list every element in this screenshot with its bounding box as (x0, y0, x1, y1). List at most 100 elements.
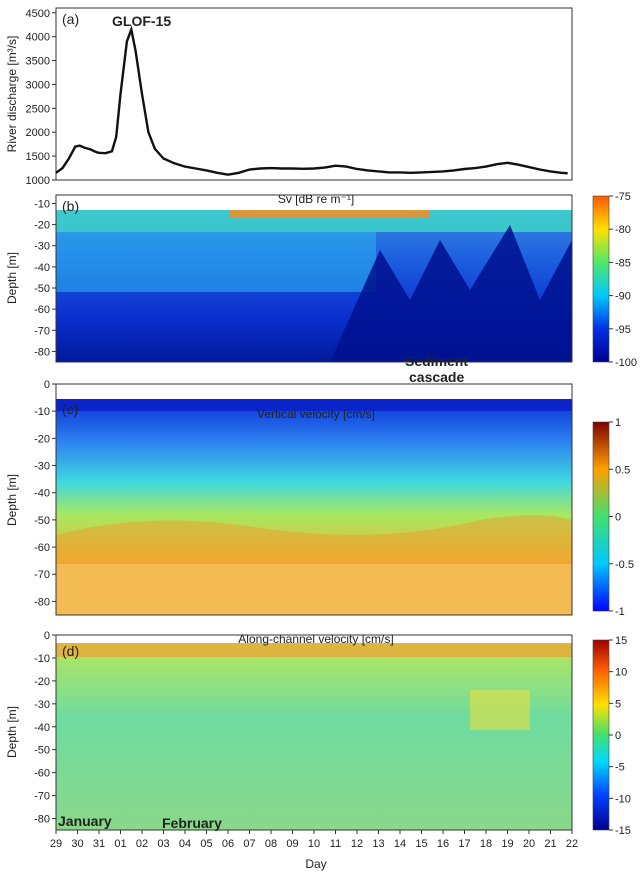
panel-d-ytick-label: 0 (44, 630, 50, 642)
panel-c-title: Vertical velocity [cm/s] (257, 407, 375, 421)
vertical-velocity-colorbar-tick-label: -1 (615, 606, 625, 618)
panel-a-frame (55, 7, 573, 181)
sv-colorbar-tick-label: -80 (615, 224, 631, 236)
panel-c-letter: (c) (62, 401, 78, 417)
panel-d-ytick-label: -80 (34, 814, 50, 826)
x-tick-label: 19 (501, 838, 513, 850)
panel-d-title: Along-channel velocity [cm/s] (238, 632, 393, 646)
panel-d-ytick-label: -10 (34, 653, 50, 665)
glof-15-label: GLOF-15 (112, 13, 171, 29)
panel-c-ytick-label: -20 (34, 433, 50, 445)
along-velocity-mid-band (470, 690, 530, 730)
along-velocity-colorbar-tick-label: -10 (615, 793, 631, 805)
panel-a-ytick-label: 2000 (26, 127, 50, 139)
sediment-cascade-region (330, 225, 572, 362)
panel-d-ytick-label: -40 (34, 722, 50, 734)
x-tick-label: 03 (157, 838, 169, 850)
panel-a-ytick-label: 1000 (26, 175, 50, 187)
panel-d-ytick-label: -70 (34, 791, 50, 803)
panel-c-ytick-label: -70 (34, 569, 50, 581)
panel-d-ylabel: Depth [m] (5, 706, 19, 758)
x-tick-label: 15 (415, 838, 427, 850)
panel-d-ytick-label: -60 (34, 768, 50, 780)
x-tick-label: 07 (243, 838, 255, 850)
panel-b-ytick-label: -70 (34, 325, 50, 337)
along-velocity-colorbar-ticks: 15 10 5 0 -5 -10 -15 (609, 635, 631, 837)
sv-colorbar-ticks: -75 -80 -85 -90 -95 -100 (609, 191, 637, 369)
sv-colorbar (592, 195, 610, 363)
panel-b-ytick-label: -40 (34, 262, 50, 274)
sv-colorbar-tick-label: -75 (615, 191, 631, 203)
along-velocity-colorbar-tick-label: -15 (615, 825, 631, 837)
x-tick-label: 11 (330, 838, 341, 850)
x-tick-label: 10 (308, 838, 320, 850)
panel-b-ytick-label: -20 (34, 220, 50, 232)
panel-b-yticks: -10 -20 -30 -40 -50 -60 -70 -80 (34, 198, 56, 358)
x-tick-label: 18 (480, 838, 492, 850)
x-tick-label: 14 (394, 838, 406, 850)
panel-b: -10 -20 -30 -40 -50 -60 -70 -80 (b) Sv [dB re m… (5, 191, 637, 385)
panel-d-ytick-label: -30 (34, 699, 50, 711)
panel-a-ytick-label: 4000 (26, 32, 50, 44)
x-tick-label: 13 (372, 838, 384, 850)
x-tick-label: 02 (136, 838, 148, 850)
x-tick-label: 21 (544, 838, 556, 850)
panel-b-title: Sv [dB re m⁻¹] (278, 192, 354, 206)
x-tick-label: 31 (93, 838, 105, 850)
panel-c-ytick-label: -30 (34, 461, 50, 473)
panel-c-ytick-label: -10 (34, 406, 50, 418)
along-velocity-colorbar (592, 639, 610, 831)
along-velocity-field (56, 643, 572, 830)
vertical-velocity-colorbar-tick-label: 0.5 (615, 464, 630, 476)
vertical-velocity-heatmap (56, 399, 572, 564)
sv-colorbar-tick-label: -90 (615, 291, 631, 303)
along-velocity-colorbar-tick-label: 15 (615, 635, 627, 647)
panel-a-yticks: 1000 1500 2000 2500 3000 3500 4000 4500 (26, 8, 56, 187)
january-label: January (58, 813, 112, 829)
panel-c-ylabel: Depth [m] (5, 474, 19, 526)
panel-c-ytick-label: -40 (34, 488, 50, 500)
vertical-velocity-colorbar (592, 421, 610, 612)
vertical-velocity-colorbar-tick-label: 0 (615, 512, 621, 524)
x-tick-label: 06 (222, 838, 234, 850)
x-tick-label: 12 (351, 838, 363, 850)
along-velocity-colorbar-tick-label: 5 (615, 698, 621, 710)
x-tick-label: 30 (71, 838, 83, 850)
panel-a-ytick-label: 3500 (26, 56, 50, 68)
x-axis-ticks: 29 30 31 01 02 03 04 05 06 07 08 09 10 11 12 13 14 15 16 17… (50, 830, 578, 850)
panel-c-ytick-label: -80 (34, 596, 50, 608)
vertical-velocity-surface-band (56, 399, 572, 411)
february-label: February (162, 815, 222, 831)
vertical-velocity-colorbar-tick-label: -0.5 (615, 559, 634, 571)
sv-surface-hot-band (230, 210, 430, 218)
vertical-velocity-colorbar-tick-label: 1 (615, 417, 621, 429)
along-velocity-colorbar-tick-label: -5 (615, 762, 625, 774)
panel-b-ytick-label: -80 (34, 346, 50, 358)
panel-a-ytick-label: 3000 (26, 79, 50, 91)
sv-colorbar-tick-label: -95 (615, 324, 631, 336)
panel-b-ytick-label: -60 (34, 304, 50, 316)
x-tick-label: 29 (50, 838, 62, 850)
panel-a-letter: (a) (62, 11, 79, 27)
panel-c-ytick-label: 0 (44, 379, 50, 391)
sv-midwater-band (56, 232, 376, 292)
along-velocity-colorbar-tick-label: 10 (615, 667, 627, 679)
x-axis-label: Day (305, 857, 326, 871)
x-tick-label: 22 (566, 838, 578, 850)
panel-b-ytick-label: -50 (34, 283, 50, 295)
x-tick-label: 04 (179, 838, 191, 850)
panel-d-ytick-label: -50 (34, 745, 50, 757)
panel-a: 1000 1500 2000 2500 3000 3500 4000 4500 (a) GLO… (5, 7, 573, 187)
vertical-velocity-lower-fill (56, 564, 572, 615)
panel-d-letter: (d) (62, 643, 79, 659)
x-tick-label: 16 (437, 838, 449, 850)
cascade-label: cascade (409, 369, 464, 385)
panel-c-ytick-label: -50 (34, 515, 50, 527)
along-velocity-surface-band (56, 643, 572, 657)
panel-c-ytick-label: -60 (34, 542, 50, 554)
panel-b-ytick-label: -10 (34, 198, 50, 210)
x-tick-label: 05 (200, 838, 212, 850)
panel-a-ytick-label: 2500 (26, 103, 50, 115)
panel-d-yticks: 0 -10 -20 -30 -40 -50 -60 -70 -80 (34, 630, 56, 826)
